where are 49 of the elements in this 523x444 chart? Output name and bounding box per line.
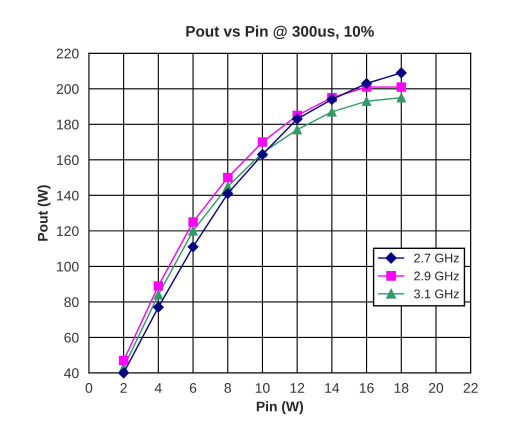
point [292, 124, 302, 134]
x-tick-label: 18 [394, 383, 408, 393]
x-tick-label: 0 [86, 383, 92, 393]
y-tick-label: 100 [57, 262, 79, 272]
x-tick-label: 16 [360, 383, 374, 393]
point [188, 226, 198, 236]
point [396, 92, 406, 102]
y-tick-label: 220 [56, 48, 79, 58]
x-tick-label: 20 [428, 383, 444, 393]
point [118, 368, 130, 378]
x-tick-label: 14 [325, 383, 340, 393]
legend-label: 2.7 GHz [414, 254, 459, 263]
point [396, 67, 407, 78]
point [258, 137, 268, 147]
point [152, 302, 164, 313]
x-tick-label: 12 [290, 383, 304, 393]
chart-title: Pout vs Pin @ 300us, 10% [186, 26, 374, 40]
point [257, 149, 268, 160]
x-tick-label: 4 [154, 383, 162, 393]
point [118, 356, 128, 366]
point [188, 217, 198, 227]
y-tick-label: 160 [57, 155, 79, 166]
point [362, 96, 372, 106]
y-tick-label: 140 [57, 190, 79, 201]
x-tick-label: 8 [224, 383, 231, 393]
y-tick-label: 40 [64, 368, 79, 378]
y-tick-label: 180 [57, 120, 79, 130]
y-tick-label: 200 [56, 84, 79, 94]
point [154, 281, 164, 291]
x-tick-label: 2 [120, 383, 127, 393]
point [222, 188, 234, 200]
point [188, 241, 198, 252]
y-tick-label: 60 [64, 332, 79, 343]
x-tick-label: 6 [190, 383, 196, 393]
y-tick-label: 80 [64, 297, 79, 308]
x-axis-title: Pin (W) [256, 401, 304, 414]
point [326, 94, 338, 105]
legend-label: 3.1 GHz [414, 289, 459, 298]
point [292, 114, 303, 124]
point [327, 107, 337, 117]
point [223, 172, 232, 182]
legend-label: 2.9 GHz [414, 272, 459, 280]
point [154, 290, 164, 300]
point [396, 82, 406, 92]
x-tick-label: 10 [256, 383, 270, 393]
x-tick-label: 22 [464, 383, 478, 393]
y-tick-label: 120 [57, 226, 79, 236]
point [361, 78, 372, 89]
y-axis-title: Pout (W) [38, 185, 50, 241]
